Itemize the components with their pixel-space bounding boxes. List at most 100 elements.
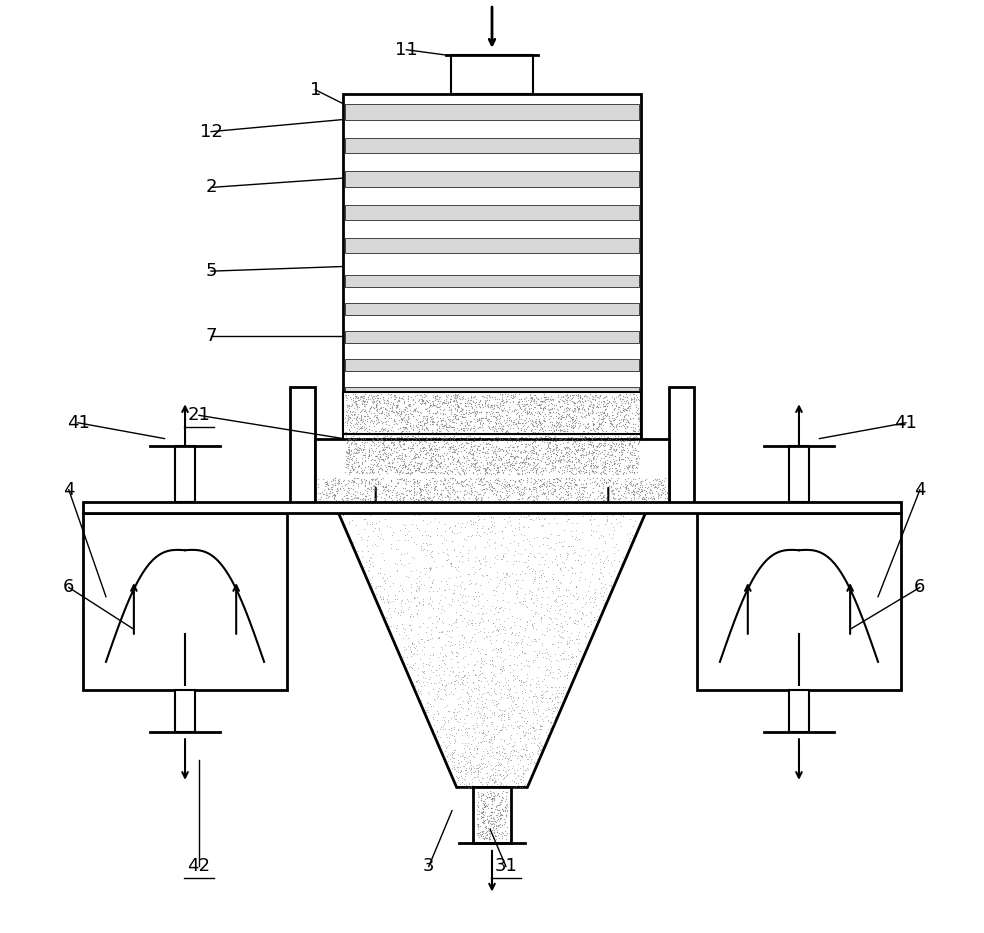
Point <box>365 396 381 411</box>
Point <box>379 407 395 422</box>
Point <box>584 453 599 468</box>
Point <box>406 508 422 522</box>
Point <box>598 460 614 475</box>
Point <box>357 482 373 497</box>
Point <box>488 820 504 835</box>
Point <box>612 464 628 479</box>
Point <box>454 396 469 411</box>
Point <box>392 627 407 642</box>
Point <box>522 404 537 419</box>
Point <box>504 403 520 418</box>
Point <box>555 389 571 404</box>
Point <box>525 562 541 577</box>
Point <box>453 699 468 714</box>
Point <box>533 599 549 614</box>
Point <box>530 472 546 487</box>
Point <box>411 497 427 512</box>
Point <box>518 728 533 743</box>
Point <box>483 456 499 471</box>
Point <box>487 619 503 634</box>
Point <box>352 484 368 499</box>
Point <box>598 393 614 408</box>
Point <box>458 634 473 649</box>
Point <box>448 456 463 471</box>
Point <box>433 640 449 655</box>
Point <box>475 794 491 809</box>
Point <box>366 393 382 408</box>
Point <box>489 777 505 792</box>
Point <box>440 489 456 504</box>
Point <box>563 488 579 503</box>
Point <box>441 409 457 424</box>
Point <box>620 396 636 411</box>
Point <box>525 414 541 429</box>
Point <box>403 606 419 621</box>
Point <box>604 430 620 445</box>
Point <box>585 412 601 427</box>
Point <box>624 462 640 477</box>
Point <box>470 673 486 688</box>
Point <box>451 438 466 453</box>
Point <box>401 494 417 508</box>
Point <box>592 431 608 446</box>
Point <box>489 398 505 413</box>
Point <box>350 455 366 470</box>
Point <box>440 437 456 452</box>
Point <box>510 776 525 791</box>
Point <box>537 400 553 415</box>
Point <box>563 609 579 624</box>
Point <box>484 816 500 831</box>
Point <box>592 497 608 512</box>
Point <box>525 619 541 634</box>
Point <box>387 414 402 429</box>
Point <box>447 388 462 403</box>
Point <box>356 522 372 536</box>
Point <box>579 420 594 435</box>
Point <box>474 824 490 839</box>
Point <box>597 475 613 490</box>
Point <box>538 482 554 497</box>
Point <box>381 456 397 471</box>
Point <box>492 431 508 446</box>
Point <box>423 622 439 637</box>
Point <box>468 524 484 539</box>
Point <box>368 408 384 423</box>
Point <box>590 548 606 563</box>
Point <box>392 402 407 417</box>
Point <box>511 466 526 481</box>
Point <box>489 399 505 414</box>
Point <box>473 411 489 425</box>
Point <box>376 447 392 462</box>
Point <box>481 393 497 408</box>
Point <box>511 516 526 531</box>
Point <box>466 389 482 404</box>
Point <box>531 413 547 428</box>
Point <box>527 571 543 586</box>
Point <box>495 767 511 782</box>
Point <box>564 419 580 434</box>
Point <box>499 388 515 403</box>
Point <box>425 446 441 461</box>
Point <box>413 434 429 449</box>
Point <box>618 490 634 505</box>
Point <box>430 495 446 510</box>
Point <box>624 458 640 473</box>
Point <box>543 464 559 479</box>
Point <box>503 457 519 472</box>
Point <box>427 498 443 513</box>
Point <box>390 617 405 632</box>
Point <box>511 768 526 783</box>
Point <box>407 454 423 469</box>
Point <box>499 751 515 766</box>
Point <box>462 478 478 493</box>
Point <box>512 444 527 459</box>
Point <box>435 652 451 667</box>
Point <box>475 803 491 818</box>
Point <box>325 488 340 503</box>
Point <box>375 532 391 547</box>
Point <box>532 397 548 412</box>
Point <box>376 494 392 508</box>
Point <box>374 527 390 542</box>
Point <box>621 438 637 453</box>
Point <box>513 497 528 512</box>
